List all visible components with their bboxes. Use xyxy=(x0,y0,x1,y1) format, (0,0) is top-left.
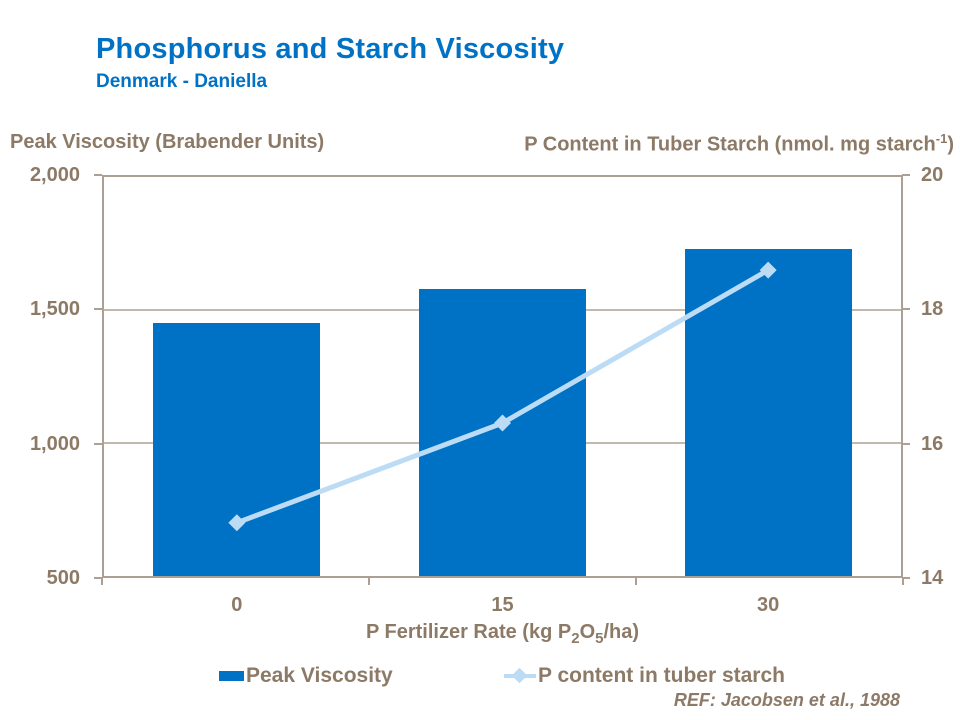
legend-label-p-content: P content in tuber starch xyxy=(538,664,785,687)
right-axis-title-close: ) xyxy=(947,133,954,156)
line-diamond-swatch-icon xyxy=(504,667,536,684)
y-axis-tick-label-left: 1,000 xyxy=(29,432,80,455)
x-axis-tick-label: 30 xyxy=(757,594,780,616)
right-axis-title: P Content in Tuber Starch (nmol. mg star… xyxy=(524,131,954,157)
x-axis-title-text: P Fertilizer Rate (kg P xyxy=(365,621,572,643)
diamond-marker xyxy=(228,514,246,532)
y-axis-tick-label-left: 1,500 xyxy=(29,298,80,321)
y-axis-tick-label-right: 18 xyxy=(921,298,944,321)
y-axis-tick-label-right: 14 xyxy=(921,567,944,589)
legend-item-p-content: P content in tuber starch xyxy=(504,662,785,690)
y-axis-tick-label-right: 16 xyxy=(921,432,944,455)
axis-tick-bottom xyxy=(902,577,904,585)
diamond-marker xyxy=(759,261,777,279)
x-axis-title-subscript-5: 5 xyxy=(595,630,604,647)
plot-area xyxy=(102,175,903,578)
chart-subtitle: Denmark - Daniella xyxy=(96,71,268,92)
axis-tick-right xyxy=(902,308,910,311)
left-axis-title-text: Peak Viscosity (Brabender Units) xyxy=(10,131,325,153)
legend-item-peak-viscosity: Peak Viscosity xyxy=(219,662,393,690)
legend: Peak Viscosity P content in tuber starch xyxy=(0,662,960,690)
diamond-marker xyxy=(494,414,511,432)
y-axis-tick-label-right: 20 xyxy=(921,164,944,186)
legend-label-peak-viscosity: Peak Viscosity xyxy=(246,664,393,687)
bar-swatch-icon xyxy=(219,671,244,681)
axis-tick-right xyxy=(902,577,910,579)
right-axis-title-text: P Content in Tuber Starch (nmol. mg star… xyxy=(524,133,936,156)
axis-tick-left xyxy=(94,442,102,445)
p-content-line-series xyxy=(228,261,777,532)
bar-peak-viscosity xyxy=(419,288,586,576)
x-axis-title-text: /ha) xyxy=(603,621,640,643)
axis-tick-bottom xyxy=(101,577,103,585)
y-axis-tick-label-left: 2,000 xyxy=(29,164,80,186)
x-axis-title: P Fertilizer Rate (kg P2O5/ha) xyxy=(102,621,903,647)
axis-tick-left xyxy=(94,577,102,579)
chart-title: Phosphorus and Starch Viscosity xyxy=(96,33,565,65)
x-axis-tick-label: 0 xyxy=(231,594,243,616)
x-axis-title-text: O xyxy=(579,621,596,643)
x-axis-title-subscript-2: 2 xyxy=(571,630,580,647)
axis-tick-left xyxy=(94,174,102,176)
bar-peak-viscosity xyxy=(153,323,321,576)
axis-tick-left xyxy=(94,308,102,311)
right-axis-title-superscript: -1 xyxy=(935,131,948,146)
axis-tick-bottom xyxy=(635,577,637,585)
axis-tick-right xyxy=(902,442,910,445)
axis-tick-bottom xyxy=(368,577,370,585)
axis-tick-right xyxy=(902,174,910,176)
left-axis-title: Peak Viscosity (Brabender Units) xyxy=(10,131,324,154)
reference-note: REF: Jacobsen et al., 1988 xyxy=(673,690,900,710)
x-axis-tick-label: 15 xyxy=(491,594,514,616)
y-axis-tick-label-left: 500 xyxy=(46,567,80,589)
line-path xyxy=(235,267,770,526)
